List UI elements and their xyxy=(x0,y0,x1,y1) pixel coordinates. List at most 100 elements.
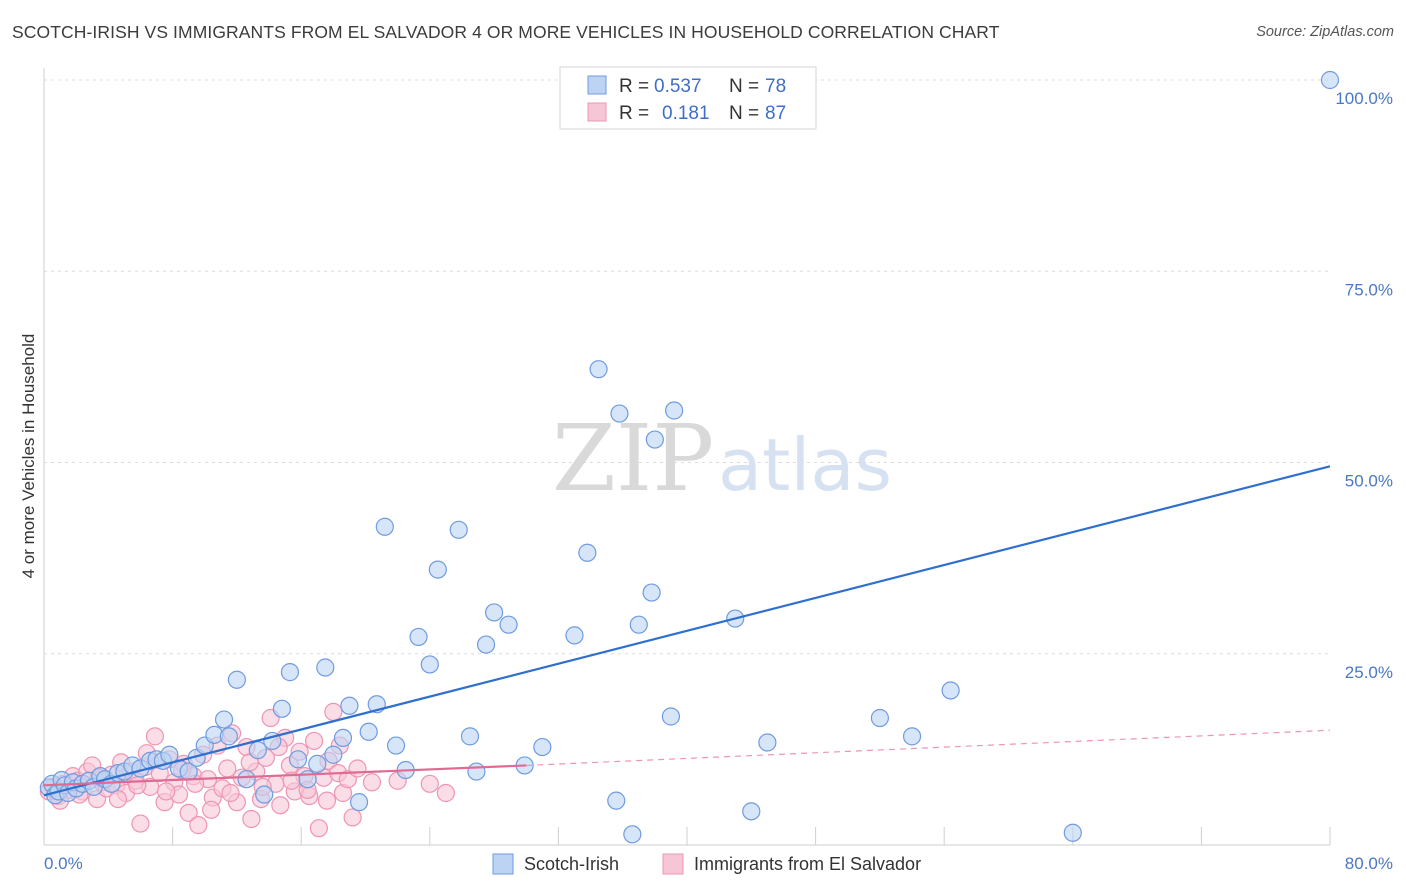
el-salvador-point xyxy=(157,782,176,801)
legend-r-label: R = xyxy=(619,76,649,97)
tick-labels: 25.0% 50.0% 75.0% 100.0% 0.0% 80.0% xyxy=(44,89,1393,873)
scotch-irish-point xyxy=(642,583,661,602)
legend-swatch-scotch-irish xyxy=(587,75,607,95)
bottom-legend-label-scotch-irish: Scotch-Irish xyxy=(524,854,619,874)
el-salvador-point xyxy=(128,776,147,795)
scotch-irish-point xyxy=(280,663,300,682)
scotch-irish-point xyxy=(1063,823,1082,842)
el-salvador-point xyxy=(348,759,367,778)
y-tick-label: 25.0% xyxy=(1345,663,1393,682)
scotch-irish-point xyxy=(460,727,480,746)
el-salvador-trend-line-extension xyxy=(526,729,1331,767)
scotch-irish-point xyxy=(340,696,359,715)
scotch-irish-point xyxy=(359,722,378,741)
scotch-irish-point xyxy=(375,517,394,536)
scotch-irish-point xyxy=(449,520,468,539)
el-salvador-point xyxy=(189,816,208,835)
watermark-atlas: atlas xyxy=(718,423,892,507)
scotch-irish-point xyxy=(324,745,343,764)
y-axis-label: 4 or more Vehicles in Household xyxy=(19,334,38,579)
scotch-irish-point xyxy=(316,658,335,677)
scotch-irish-point xyxy=(333,728,353,748)
axes xyxy=(43,68,1331,846)
scotch-irish-point xyxy=(941,681,960,700)
scotch-irish-point xyxy=(386,736,406,755)
legend-n-value: 78 xyxy=(765,76,786,97)
bottom-legend-swatch-el-salvador xyxy=(662,853,684,875)
scotch-irish-point xyxy=(607,791,626,810)
el-salvador-point xyxy=(271,796,290,815)
el-salvador-point xyxy=(221,783,240,803)
scotch-irish-point xyxy=(467,762,486,781)
el-salvador-point xyxy=(145,727,165,746)
el-salvador-point xyxy=(131,814,150,833)
scotch-irish-point xyxy=(214,710,234,729)
scotch-irish-point xyxy=(248,741,267,760)
el-salvador-point xyxy=(242,809,261,829)
legend-n-label: N = xyxy=(729,103,759,124)
scotch-irish-point xyxy=(623,825,642,844)
scotch-irish-point xyxy=(578,543,597,562)
scotch-irish-point xyxy=(476,635,496,654)
bottom-legend: Scotch-Irish Immigrants from El Salvador xyxy=(492,853,921,875)
legend: R = 0.537 N = 78 R = 0.181 N = 87 xyxy=(559,66,817,130)
x-tick-label-max: 80.0% xyxy=(1345,854,1393,873)
scotch-irish-point xyxy=(349,793,369,812)
series-scotch-irish-points xyxy=(39,70,1340,844)
scotch-irish-point xyxy=(219,727,238,746)
scotch-irish-point xyxy=(742,802,761,821)
el-salvador-point xyxy=(304,731,324,751)
legend-r-value: 0.181 xyxy=(662,103,710,124)
legend-r-value: 0.537 xyxy=(654,76,702,97)
chart-title: SCOTCH-IRISH VS IMMIGRANTS FROM EL SALVA… xyxy=(12,22,1000,42)
scotch-irish-point xyxy=(288,750,308,769)
scotch-irish-point xyxy=(1320,70,1340,90)
x-tick-label-min: 0.0% xyxy=(44,854,83,873)
scotch-irish-point xyxy=(589,360,608,379)
el-salvador-point xyxy=(362,773,382,792)
legend-r-label: R = xyxy=(619,103,649,124)
scotch-irish-point xyxy=(533,737,552,757)
y-tick-label: 75.0% xyxy=(1345,280,1393,299)
scotch-irish-point xyxy=(661,707,681,726)
el-salvador-point xyxy=(436,783,455,803)
scotch-irish-trend-line xyxy=(43,465,1331,797)
el-salvador-point xyxy=(309,819,328,838)
scotch-irish-point xyxy=(272,699,292,718)
watermark-zip: ZIP xyxy=(552,405,714,512)
y-tick-label: 100.0% xyxy=(1335,89,1393,108)
scotch-irish-point xyxy=(420,655,439,674)
trend-lines xyxy=(43,465,1331,797)
el-salvador-point xyxy=(420,774,439,793)
grid-lines xyxy=(44,79,1330,655)
el-salvador-point xyxy=(324,702,343,721)
scotch-irish-point xyxy=(610,404,629,423)
source-credit: Source: ZipAtlas.com xyxy=(1256,24,1394,40)
scotch-irish-point xyxy=(255,785,274,804)
bottom-legend-swatch-scotch-irish xyxy=(492,853,514,875)
legend-n-value: 87 xyxy=(765,103,786,124)
scotch-irish-point xyxy=(428,560,447,579)
el-salvador-point xyxy=(218,759,237,778)
el-salvador-point xyxy=(202,800,221,819)
el-salvador-point xyxy=(179,803,198,822)
scotch-irish-point xyxy=(227,670,246,689)
scotch-irish-point xyxy=(870,708,890,728)
el-salvador-trend-line xyxy=(43,764,527,787)
bottom-legend-label-el-salvador: Immigrants from El Salvador xyxy=(694,854,921,874)
watermark: ZIP atlas xyxy=(552,405,892,512)
scotch-irish-point xyxy=(665,401,684,420)
scotch-irish-point xyxy=(409,627,428,647)
scotch-irish-point xyxy=(758,733,777,752)
legend-swatch-el-salvador xyxy=(587,102,607,122)
el-salvador-point xyxy=(343,808,362,827)
scotch-irish-point xyxy=(902,727,922,746)
scotch-irish-point xyxy=(565,626,584,645)
scotch-irish-point xyxy=(308,754,327,774)
scotch-irish-point xyxy=(485,603,504,622)
scotch-irish-point xyxy=(499,615,518,634)
el-salvador-point xyxy=(317,791,337,810)
scotch-irish-point xyxy=(629,615,648,634)
scotch-irish-point xyxy=(237,770,256,789)
